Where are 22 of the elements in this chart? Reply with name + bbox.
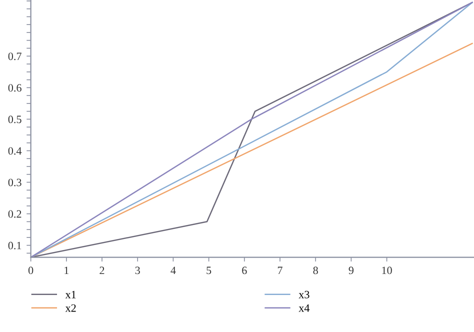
- y-tick-label: 0.4: [8, 147, 22, 155]
- x-tick-label: 0: [28, 266, 34, 274]
- x-tick-label: 1: [64, 266, 69, 274]
- x-tick-label: 5: [206, 266, 212, 274]
- x-tick-label: 2: [100, 266, 104, 274]
- x-tick-label: 3: [135, 266, 140, 274]
- legend-label: x2: [65, 304, 76, 312]
- y-tick-label: 0.7: [8, 52, 22, 60]
- x-tick-label: 7: [278, 266, 282, 274]
- y-tick-label: 0.6: [8, 84, 22, 92]
- x-tick-label: 4: [170, 266, 176, 274]
- legend-label: x4: [298, 304, 310, 312]
- y-tick-label: 0.1: [8, 242, 22, 250]
- x-tick-label: 10: [382, 266, 392, 274]
- x-tick-label: 8: [313, 266, 318, 274]
- legend-label: x3: [298, 290, 310, 298]
- y-tick-label: 0.2: [8, 210, 22, 218]
- y-tick-label: 0.5: [8, 116, 22, 124]
- x-tick-label: 6: [242, 266, 247, 274]
- y-tick-label: 0.3: [8, 178, 22, 186]
- legend-label: x1: [65, 290, 76, 298]
- x-tick-label: 9: [348, 266, 354, 274]
